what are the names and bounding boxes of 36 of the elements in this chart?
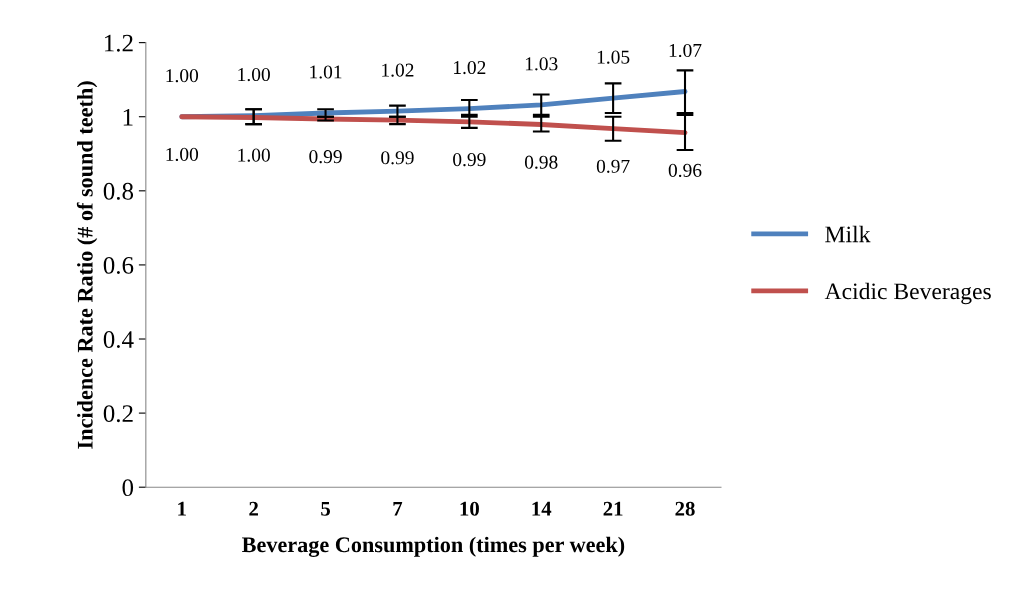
data-label: 1.01	[310, 65, 342, 79]
x-tick-label: 7	[393, 501, 403, 516]
legend-label: Acidic Beverages	[824, 282, 991, 305]
data-label: 1.00	[238, 148, 270, 162]
y-tick-label: 1	[123, 108, 133, 126]
x-tick-label: 1	[178, 501, 186, 516]
data-label: 1.02	[382, 63, 414, 77]
data-label: 1.05	[597, 50, 630, 64]
y-tick-label: 0.6	[103, 256, 134, 274]
data-label: 1.03	[525, 57, 558, 71]
x-tick-label: 14	[532, 501, 552, 516]
x-tick-label: 21	[603, 501, 623, 516]
y-tick-label: 0.8	[103, 182, 134, 200]
legend-label: Milk	[825, 225, 871, 243]
data-label: 1.00	[238, 67, 270, 82]
x-tick-label: 28	[675, 501, 695, 516]
data-label: 1.02	[454, 60, 486, 75]
data-label: 0.99	[381, 151, 414, 165]
x-axis-title: Beverage Consumption (times per week)	[242, 536, 625, 557]
y-tick-label: 0.4	[103, 331, 134, 349]
y-tick-label: 0.2	[103, 405, 133, 423]
data-label: 0.96	[668, 163, 702, 177]
data-label: 0.97	[596, 159, 630, 173]
x-tick-label: 5	[321, 501, 331, 516]
data-label: 1.07	[669, 43, 702, 58]
data-label: 0.98	[524, 155, 558, 169]
y-tick-label: 0	[122, 479, 134, 497]
data-label: 0.99	[453, 153, 486, 167]
data-label: 0.99	[309, 150, 342, 164]
data-label: 1.00	[166, 69, 199, 83]
line-series	[179, 114, 688, 136]
y-axis-title: Incidence Rate Ratio (# of sound teeth)	[76, 81, 98, 449]
data-label: 1.00	[166, 147, 199, 162]
x-tick-label: 10	[460, 501, 479, 516]
x-tick-label: 2	[249, 501, 258, 516]
y-tick-label: 1.2	[104, 34, 133, 52]
